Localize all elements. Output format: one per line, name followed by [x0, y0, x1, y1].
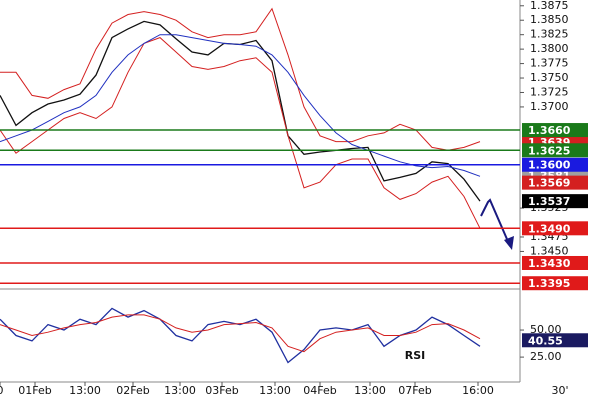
x-tick-label: 07Feb: [398, 384, 431, 397]
level-label-text: 1.3490: [528, 222, 571, 235]
x-tick-label: 04Feb: [303, 384, 336, 397]
price-label-text: 1.3537: [528, 195, 570, 208]
price-label-box: [522, 175, 588, 190]
series-line: [0, 34, 481, 177]
x-tick-label: 13:00: [164, 384, 196, 397]
level-label-box: [522, 143, 588, 158]
x-tick-label: 13:00: [259, 384, 291, 397]
panel-title: RSI: [405, 349, 426, 362]
level-label-box: [522, 255, 588, 270]
y-tick-label: 25.00: [530, 350, 562, 363]
x-tick-label: 02Feb: [116, 384, 149, 397]
forecast-arrow: [480, 198, 511, 247]
x-tick-label: 13:00: [354, 384, 386, 397]
timeframe: 30': [551, 384, 568, 397]
series-line: [0, 314, 481, 353]
x-tick-label: 13:00: [69, 384, 101, 397]
y-tick-label: 1.3825: [530, 28, 569, 41]
level-label-box: [522, 123, 588, 138]
y-tick-label: 1.3450: [530, 244, 569, 257]
series-line: [0, 37, 481, 229]
y-tick-label: 1.3700: [530, 100, 569, 113]
x-tick-label: 16:00: [462, 384, 494, 397]
y-tick-label: 1.3775: [530, 57, 569, 70]
x-tick-label: 03Feb: [205, 384, 238, 397]
level-label-text: 1.3430: [528, 257, 571, 270]
y-tick-label: 1.3875: [530, 0, 569, 12]
price-label-box: [522, 194, 588, 209]
level-label-text: 1.3625: [528, 144, 570, 157]
level-label-box: [522, 157, 588, 172]
y-tick-label: 1.3725: [530, 85, 569, 98]
level-label-box: [522, 276, 588, 291]
level-label-box: [522, 221, 588, 236]
price-label-text: 40.55: [528, 334, 563, 347]
x-tick-label: 0: [0, 384, 4, 397]
level-label-text: 1.3600: [528, 159, 571, 172]
level-label-text: 1.3395: [528, 277, 570, 290]
x-tick-label: 01Feb: [18, 384, 51, 397]
y-tick-label: 1.3800: [530, 42, 569, 55]
y-tick-label: 1.3850: [530, 13, 569, 26]
series-line: [0, 7, 481, 151]
y-tick-label: 50.00: [530, 323, 562, 336]
level-label-text: 1.3660: [528, 124, 571, 137]
price-label-box: [522, 333, 588, 348]
price-label-text: 1.3569: [528, 177, 570, 190]
arrow-head: [504, 236, 514, 250]
y-tick-label: 1.3750: [530, 71, 569, 84]
